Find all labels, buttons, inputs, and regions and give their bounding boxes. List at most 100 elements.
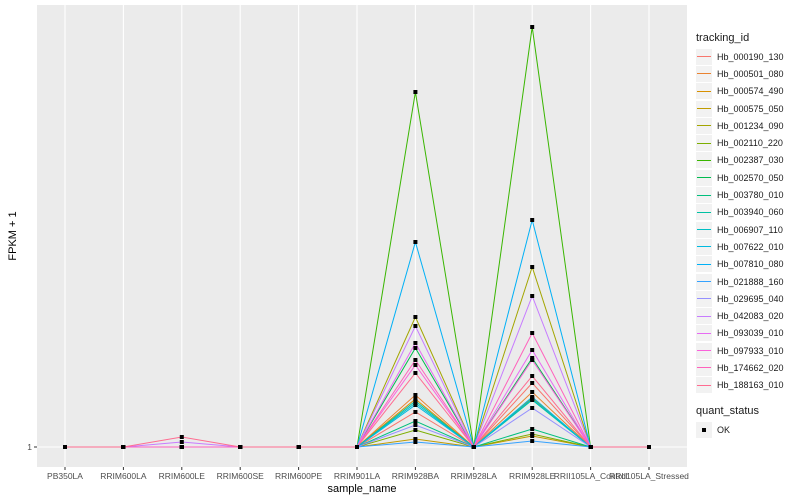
- line-key-icon: [696, 342, 712, 359]
- line-key-icon: [696, 377, 712, 394]
- legend-item: Hb_000575_050: [696, 100, 784, 117]
- legend-item-ok: OK: [696, 421, 759, 438]
- data-point: [179, 445, 184, 449]
- data-point: [530, 331, 535, 335]
- data-point: [413, 410, 418, 414]
- data-point: [413, 363, 418, 367]
- data-point: [530, 218, 535, 222]
- legend-label: Hb_002110_220: [717, 138, 783, 149]
- data-point: [647, 445, 651, 449]
- data-point: [413, 403, 418, 407]
- line-key-icon: [696, 359, 712, 376]
- data-point: [238, 445, 243, 449]
- legend-item: Hb_097933_010: [696, 342, 784, 359]
- data-point: [413, 358, 418, 362]
- legend-label: Hb_174662_020: [717, 362, 784, 373]
- legend-item: Hb_188163_010: [696, 377, 784, 394]
- line-key-icon: [696, 221, 712, 238]
- legend-item: Hb_021888_160: [696, 273, 784, 290]
- x-tick-label: RRIM928LA: [451, 471, 498, 481]
- data-point: [413, 341, 418, 345]
- line-key-icon: [696, 256, 712, 273]
- legend-label: Hb_029695_040: [717, 293, 784, 304]
- line-key-icon: [696, 152, 712, 169]
- data-point: [413, 440, 418, 444]
- line-key-icon: [696, 238, 712, 255]
- legend-label: Hb_002387_030: [717, 155, 784, 166]
- legend-label: Hb_001234_090: [717, 120, 784, 131]
- line-key-icon: [696, 48, 712, 65]
- legend-item: Hb_029695_040: [696, 290, 784, 307]
- data-point: [413, 346, 418, 350]
- y-axis-title: FPKM + 1: [7, 211, 19, 260]
- x-tick-label: RRIM600LA: [100, 471, 147, 481]
- square-point-icon: [696, 421, 712, 438]
- legend-label: Hb_003780_010: [717, 190, 784, 201]
- x-tick-label: RRIM600PE: [275, 471, 323, 481]
- plot-panel: [37, 5, 687, 467]
- data-point: [121, 445, 126, 449]
- data-point: [530, 395, 535, 399]
- data-point: [530, 406, 535, 410]
- line-key-icon: [696, 83, 712, 100]
- line-key-icon: [696, 100, 712, 117]
- data-point: [413, 315, 418, 319]
- data-point: [413, 90, 418, 94]
- legend-label: OK: [717, 424, 731, 435]
- line-key-icon: [696, 65, 712, 82]
- legend-item: Hb_042083_020: [696, 307, 784, 325]
- x-tick-label: RRIM928LE: [509, 471, 556, 481]
- data-point: [413, 324, 418, 328]
- data-point: [530, 265, 535, 269]
- data-point: [413, 423, 418, 427]
- x-axis-title: sample_name: [327, 483, 396, 495]
- x-tick-label: RRII105LA_Control: [554, 471, 628, 481]
- line-key-icon: [696, 169, 712, 186]
- legend-item: Hb_000501_080: [696, 65, 784, 82]
- data-point: [530, 427, 535, 431]
- legend-item: Hb_001234_090: [696, 117, 784, 134]
- legend-item: Hb_002110_220: [696, 134, 784, 152]
- data-point: [530, 358, 535, 362]
- line-key-icon: [696, 308, 712, 325]
- legend-label: Hb_097933_010: [717, 345, 784, 356]
- data-point: [530, 25, 535, 29]
- legend-label: Hb_021888_160: [717, 276, 784, 287]
- legend-item: Hb_000574_490: [696, 83, 784, 100]
- legend-label: Hb_042083_020: [717, 311, 784, 322]
- x-tick-label: RRII105LA_Stressed: [609, 471, 689, 481]
- shape-legend: quant_status OK: [696, 405, 759, 438]
- legend-label: Hb_000574_490: [717, 86, 784, 97]
- x-tick-label: RRIM600LE: [159, 471, 206, 481]
- legend-label: Hb_002570_050: [717, 172, 784, 183]
- x-tick-label: PB350LA: [47, 471, 83, 481]
- data-point: [471, 445, 476, 449]
- legend-item: Hb_007810_080: [696, 256, 784, 273]
- color-legend: tracking_id Hb_000190_130 Hb_000501_080 Hb…: [696, 32, 784, 394]
- color-legend-title: tracking_id: [696, 32, 750, 44]
- legend-item: Hb_006907_110: [696, 221, 784, 238]
- data-point: [63, 445, 67, 449]
- legend-label: Hb_007810_080: [717, 259, 784, 270]
- shape-legend-title: quant_status: [696, 405, 759, 417]
- y-tick-label: 1: [27, 442, 32, 452]
- line-key-icon: [696, 117, 712, 134]
- line-key-icon: [696, 273, 712, 290]
- legend-label: Hb_000190_130: [717, 51, 784, 62]
- legend-item: Hb_093039_010: [696, 325, 784, 342]
- legend-label: Hb_006907_110: [717, 224, 783, 235]
- data-point: [355, 445, 359, 449]
- legend-label: Hb_003940_060: [717, 207, 784, 218]
- data-point: [530, 390, 535, 394]
- legend-label: Hb_093039_010: [717, 328, 784, 339]
- legend-label: Hb_007622_010: [717, 241, 784, 252]
- data-point: [413, 393, 418, 397]
- data-point: [413, 240, 418, 244]
- data-point: [530, 432, 535, 436]
- legend-item: Hb_174662_020: [696, 359, 784, 376]
- legend-item: Hb_002570_050: [696, 169, 784, 186]
- data-point: [413, 428, 418, 432]
- line-key-icon: [696, 135, 712, 152]
- legend-label: Hb_000501_080: [717, 68, 784, 79]
- data-point: [413, 371, 418, 375]
